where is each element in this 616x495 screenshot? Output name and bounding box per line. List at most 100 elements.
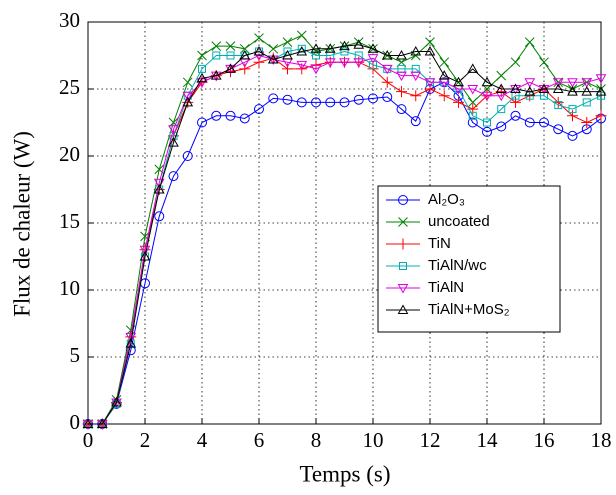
y-tick-label: 30 [59, 8, 80, 32]
marker [381, 64, 393, 75]
marker [382, 92, 393, 103]
marker [496, 70, 507, 81]
marker [581, 78, 593, 88]
marker [139, 250, 151, 261]
marker [267, 54, 279, 64]
x-tick-label: 8 [311, 428, 322, 452]
marker [339, 58, 350, 68]
y-tick-label: 5 [70, 343, 81, 367]
x-tick-label: 4 [197, 428, 208, 452]
marker [196, 72, 208, 83]
legend-box [377, 185, 561, 333]
marker [439, 57, 450, 68]
marker [595, 74, 607, 84]
marker [296, 45, 308, 56]
marker [467, 85, 479, 95]
legend-label: TiAlN/wc [428, 257, 487, 274]
marker [481, 91, 493, 102]
marker [552, 83, 564, 93]
marker [197, 50, 207, 61]
marker [467, 117, 478, 128]
legend-label: TiN [428, 235, 451, 252]
marker [399, 262, 407, 270]
marker [397, 304, 409, 314]
marker [438, 70, 450, 80]
marker [353, 94, 364, 105]
marker [168, 171, 179, 182]
marker [396, 86, 407, 98]
marker [282, 63, 293, 75]
marker [139, 245, 151, 256]
marker [296, 97, 307, 108]
marker [283, 47, 292, 56]
marker [524, 86, 536, 96]
marker [197, 117, 207, 128]
marker [510, 83, 521, 93]
marker [353, 39, 365, 49]
marker [581, 86, 593, 96]
marker [296, 30, 307, 41]
y-tick-label: 25 [59, 75, 80, 99]
marker [524, 78, 536, 88]
marker [340, 47, 349, 56]
marker [496, 121, 507, 132]
marker [324, 58, 336, 68]
marker [253, 56, 265, 68]
marker [125, 338, 137, 348]
marker [254, 33, 264, 43]
marker [339, 40, 350, 51]
marker [397, 284, 409, 294]
marker [396, 104, 407, 115]
marker [567, 130, 578, 141]
x-tick-label: 10 [363, 428, 384, 452]
marker [495, 83, 507, 93]
marker [567, 78, 578, 88]
marker [310, 43, 322, 53]
marker [111, 397, 122, 407]
marker [410, 90, 422, 102]
marker [353, 58, 365, 68]
marker [510, 110, 521, 121]
marker [481, 76, 493, 87]
marker [325, 97, 336, 108]
marker [282, 49, 293, 60]
y-tick-label: 20 [59, 142, 80, 166]
x-axis-label: Temps (s) [299, 461, 390, 486]
marker [381, 49, 393, 60]
x-tick-label: 2 [140, 428, 151, 452]
marker [168, 137, 179, 147]
marker [182, 91, 194, 102]
x-tick-label: 6 [254, 428, 265, 452]
marker [467, 63, 479, 73]
marker [225, 110, 236, 121]
marker [397, 238, 409, 250]
plot-frame [87, 21, 602, 425]
marker [169, 131, 178, 140]
marker [153, 183, 165, 194]
marker [239, 49, 251, 60]
marker [538, 83, 550, 93]
marker [552, 78, 564, 88]
marker [125, 332, 137, 343]
x-tick-label: 0 [83, 428, 94, 452]
marker [539, 57, 549, 68]
marker [168, 125, 179, 135]
marker [182, 151, 193, 161]
marker [410, 71, 422, 82]
marker [324, 43, 336, 53]
marker [467, 97, 478, 108]
marker [239, 63, 251, 75]
marker [282, 37, 293, 47]
legend-label: TiAlN [428, 279, 464, 296]
marker [425, 37, 435, 47]
marker [453, 76, 464, 87]
marker [424, 45, 436, 56]
marker [253, 45, 265, 56]
marker [453, 96, 464, 108]
x-tick-label: 12 [420, 428, 441, 452]
marker [554, 101, 563, 110]
legend-label: TiAlN+MoS₂ [428, 301, 510, 318]
marker [398, 217, 408, 227]
marker [297, 44, 306, 53]
